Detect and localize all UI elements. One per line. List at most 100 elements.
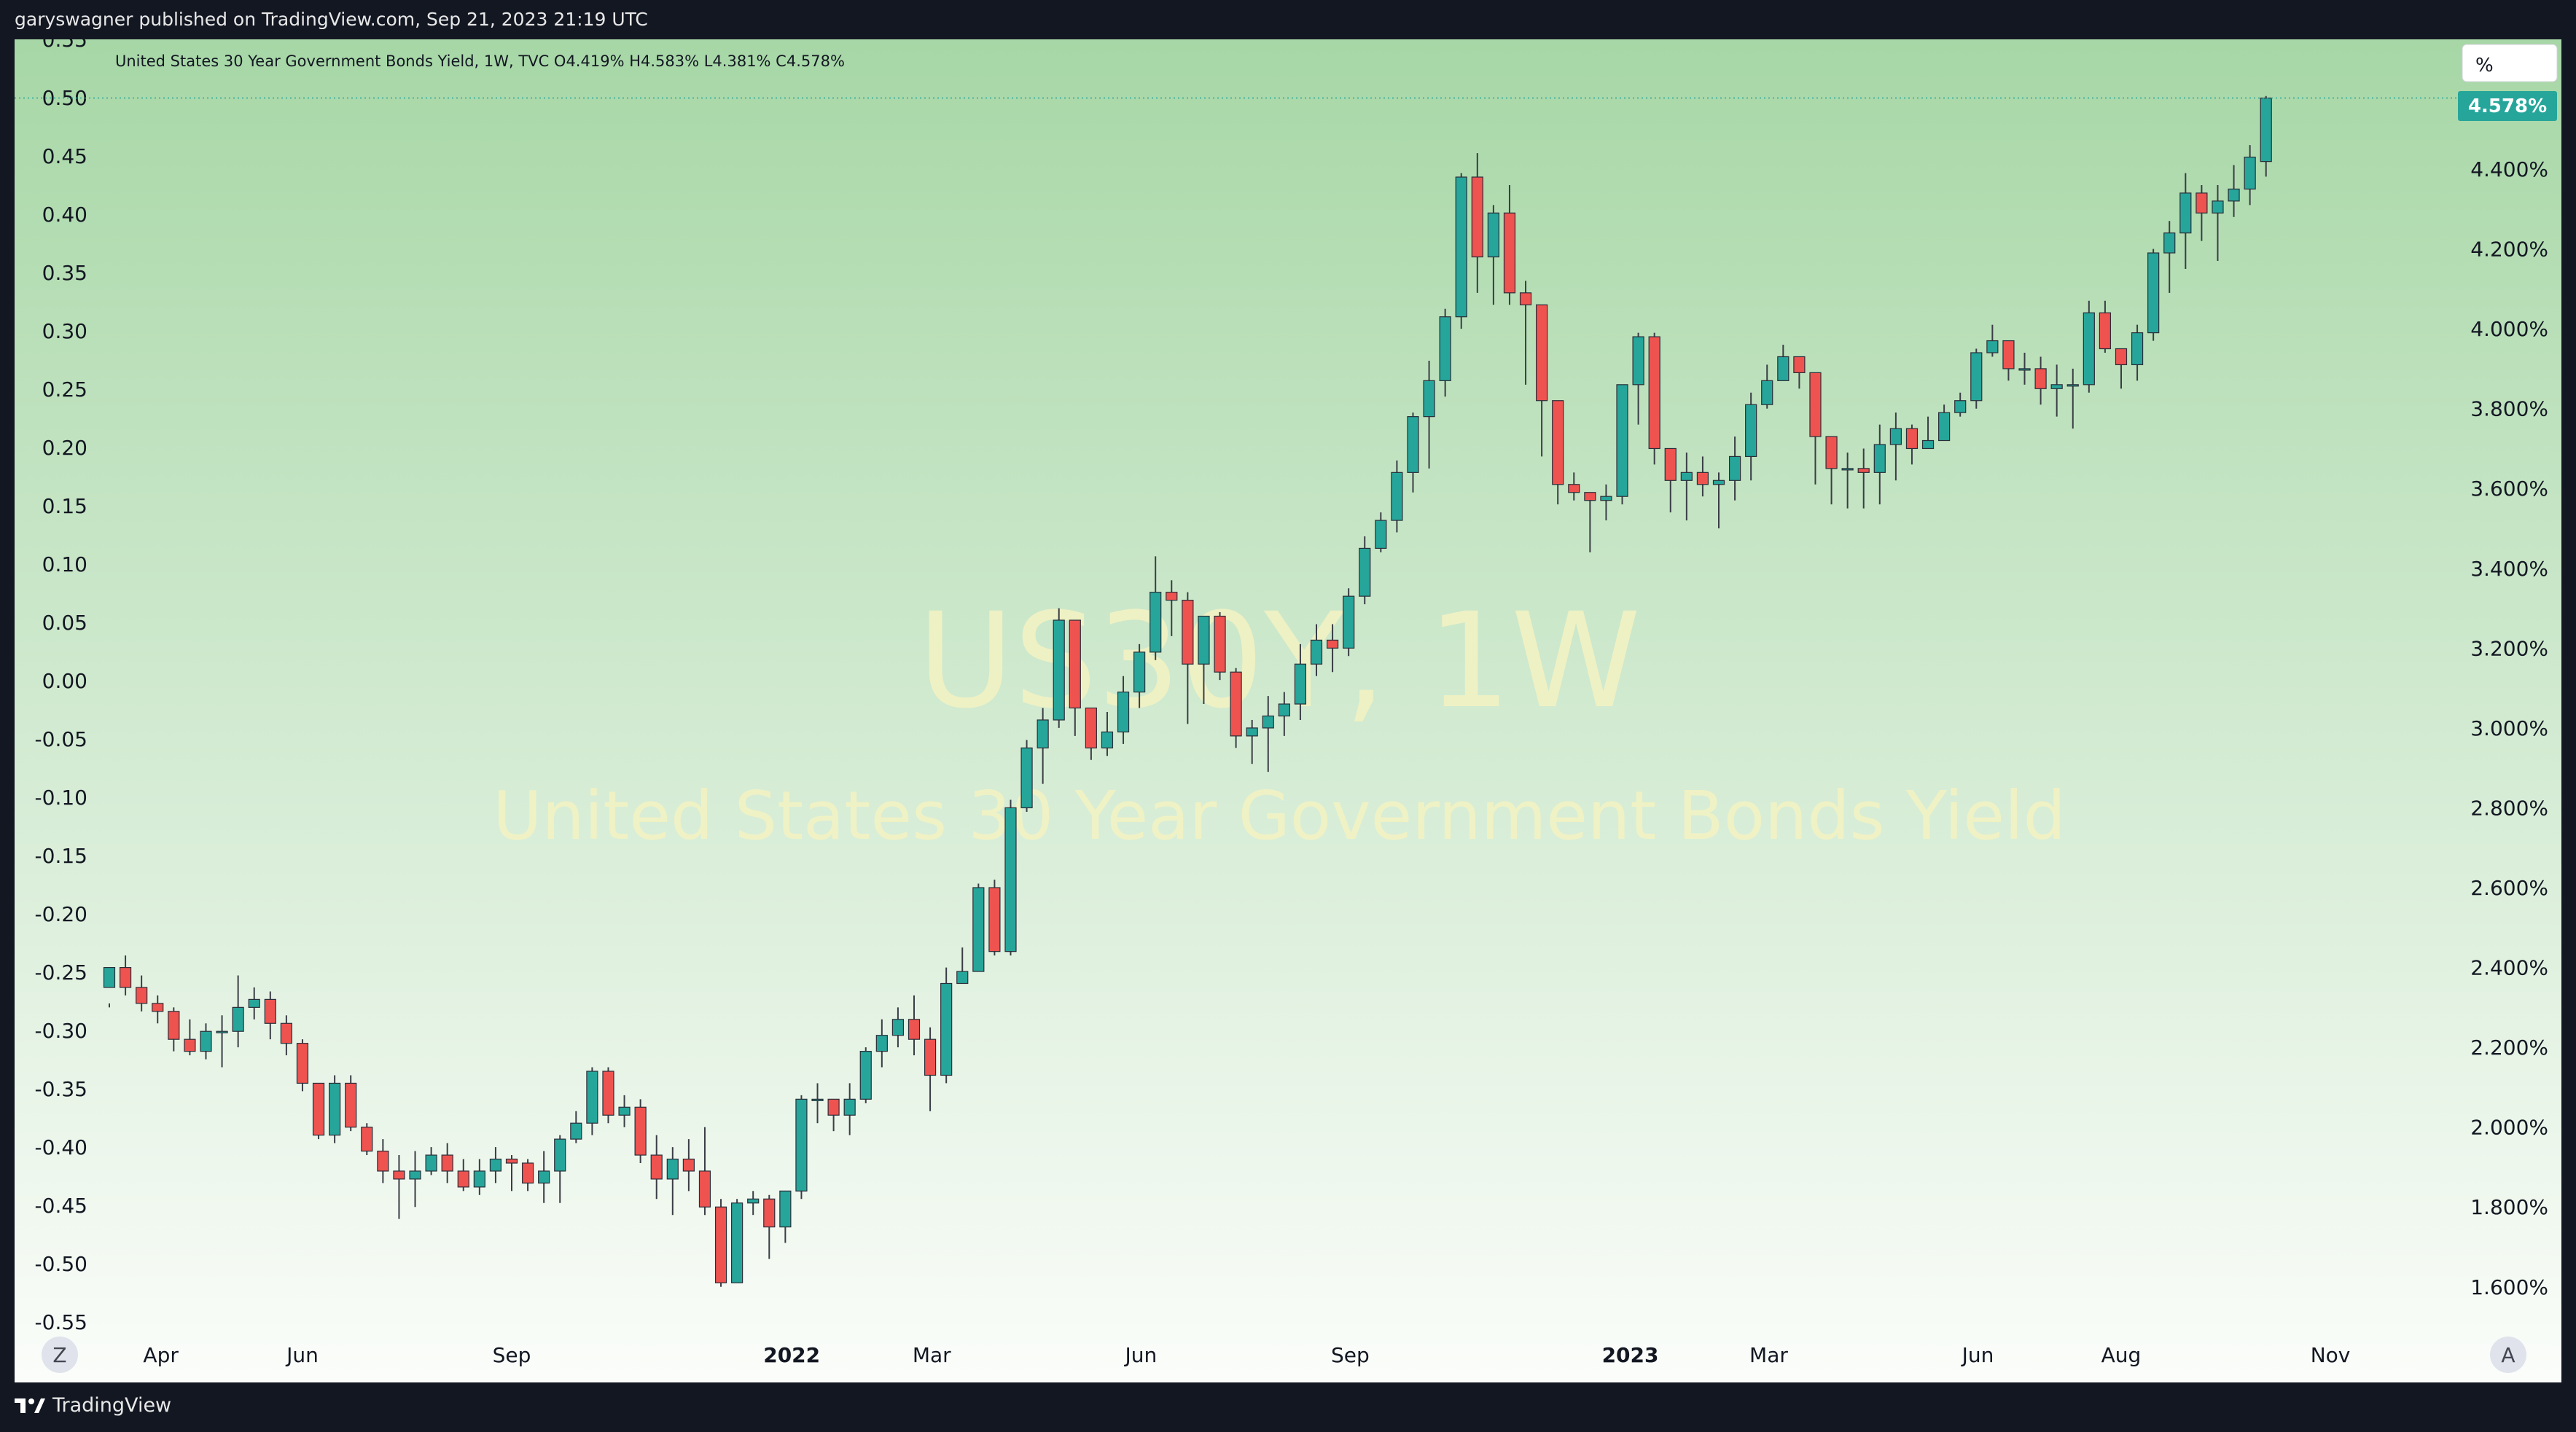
candle-body-down	[650, 1154, 663, 1180]
candle	[1954, 392, 1967, 417]
candle	[264, 991, 276, 1040]
candle-body-down	[1471, 176, 1483, 258]
candle-body-down	[1326, 639, 1339, 649]
candle-body-up	[1407, 416, 1419, 473]
candle	[570, 1111, 582, 1143]
right-axis: 4.400% 4.200% 4.000% 3.800% 3.600% 3.400% 3.20…	[2470, 157, 2548, 1299]
candle-body-down	[1166, 592, 1178, 601]
candle-body-up	[1246, 727, 1258, 737]
candle-body-up	[875, 1035, 888, 1052]
candle-body-down	[1069, 619, 1081, 709]
candle-body-down	[1793, 356, 1806, 373]
candle	[232, 975, 244, 1048]
left-axis: 0.550.500.450.400.350.300.250.200.150.10…	[35, 28, 87, 1334]
candle-body-up	[473, 1170, 485, 1188]
scale-mode-label: %	[2475, 55, 2494, 77]
candle	[345, 1075, 357, 1132]
candle	[1905, 424, 1919, 465]
candle	[489, 1147, 502, 1183]
publisher-text: garyswagner published on TradingView.com…	[15, 9, 648, 30]
candle-body-up	[972, 887, 985, 972]
candle-body-down	[1809, 372, 1822, 437]
candle	[1471, 153, 1483, 293]
time-axis-tick: Sep	[1331, 1343, 1370, 1367]
button-z[interactable]: Z	[42, 1337, 78, 1373]
candle	[1004, 799, 1017, 956]
candle	[1423, 360, 1435, 469]
candle-body-up	[1375, 520, 1387, 549]
scale-mode-button[interactable]: %	[2462, 44, 2558, 82]
candle	[2018, 353, 2031, 385]
candle	[859, 1047, 872, 1103]
candle-body-up	[1970, 352, 1983, 402]
left-axis-tick: 0.40	[42, 203, 87, 227]
candle	[2066, 368, 2079, 429]
candle	[924, 1027, 937, 1111]
candle-body-down	[1825, 436, 1838, 469]
legend-line: United States 30 Year Government Bonds Y…	[115, 52, 845, 70]
candle-body-down	[682, 1158, 695, 1172]
candlestick-chart[interactable]: US30Y, 1W United States 30 Year Governme…	[15, 28, 2561, 1382]
candle-body-up	[859, 1051, 872, 1100]
candle	[1133, 643, 1146, 708]
right-axis-tick: 2.400%	[2470, 956, 2548, 980]
candle-body-up	[795, 1098, 808, 1192]
candle-body-up	[891, 1019, 905, 1036]
candle	[2179, 173, 2192, 269]
candle	[2050, 364, 2063, 417]
candle	[1310, 624, 1323, 676]
candle	[908, 995, 921, 1056]
candle-body-up	[1841, 468, 1854, 471]
candle	[843, 1083, 856, 1135]
button-a[interactable]: A	[2490, 1337, 2526, 1373]
tradingview-logo-icon	[15, 1398, 45, 1413]
candle-body-down	[457, 1170, 469, 1188]
candle	[602, 1067, 614, 1124]
candle	[714, 1199, 727, 1287]
candle-body-up	[1294, 663, 1307, 705]
candle	[988, 880, 1001, 956]
candle-body-up	[1439, 316, 1451, 381]
time-axis-tick: Mar	[913, 1343, 951, 1367]
candle	[1150, 556, 1162, 660]
candle-body-down	[827, 1098, 840, 1116]
candle	[1391, 460, 1403, 533]
candle-body-down	[377, 1150, 389, 1172]
candle	[1600, 484, 1612, 521]
candle-body-up	[1745, 404, 1757, 458]
candle	[2002, 340, 2015, 381]
candle	[2163, 221, 2176, 293]
candle-body-up	[1921, 439, 1935, 450]
candle	[200, 1023, 212, 1060]
time-axis: Apr Jun Sep 2022 Mar Jun Sep 2023 Mar Jun Aug Nov	[143, 1343, 2350, 1367]
candle	[1230, 668, 1242, 748]
time-axis-tick: Mar	[1749, 1343, 1788, 1367]
candle-body-up	[1455, 176, 1467, 318]
left-axis-tick: 0.25	[42, 377, 87, 402]
left-axis-tick: 0.05	[42, 611, 87, 635]
left-axis-tick: -0.30	[35, 1019, 87, 1043]
time-axis-tick: Aug	[2101, 1343, 2142, 1367]
candle	[956, 947, 969, 985]
candle-body-up	[1777, 356, 1789, 381]
tradingview-logo[interactable]: TradingView	[15, 1394, 171, 1417]
right-axis-tick: 1.600%	[2470, 1275, 2548, 1299]
candle-body-down	[441, 1154, 453, 1172]
candle-body-down	[505, 1158, 518, 1164]
candle-body-up	[1150, 592, 1162, 653]
candle	[1278, 692, 1290, 736]
watermark-name: United States 30 Year Government Bonds Y…	[493, 777, 2066, 855]
candle-body-up	[1632, 336, 1644, 386]
left-axis-tick: 0.45	[42, 144, 87, 168]
candle	[940, 967, 953, 1084]
candle-body-down	[1536, 304, 1548, 402]
candle-body-up	[1198, 615, 1210, 665]
candle-body-down	[152, 1003, 164, 1012]
candle-body-down	[119, 966, 132, 988]
candle-body-up	[1487, 212, 1499, 258]
candle	[1841, 452, 1854, 509]
candle-body-down	[1857, 468, 1870, 473]
candle-body-up	[1938, 412, 1951, 442]
candle-body-down	[1085, 707, 1097, 748]
chart-area[interactable]: US30Y, 1W United States 30 Year Governme…	[15, 28, 2561, 1382]
